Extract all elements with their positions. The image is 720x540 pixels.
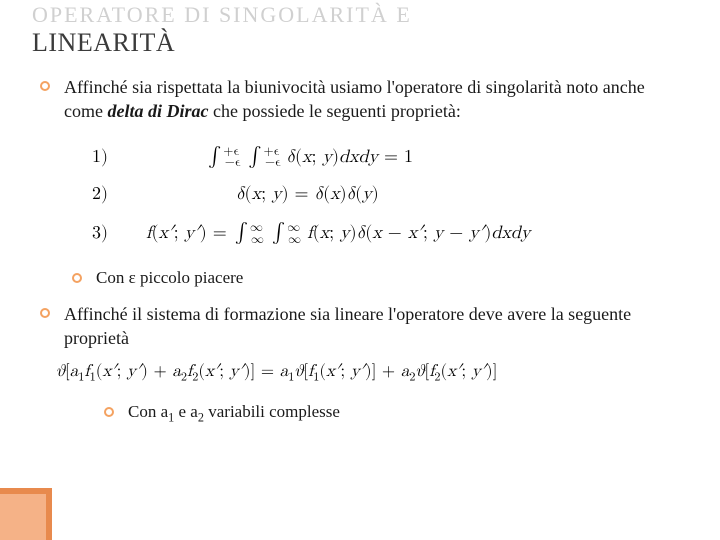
b1-c: che possiede le seguenti proprietà: (208, 101, 460, 121)
formula-3: 3) f(x′; y′) = ∫∞∞ ∫∞∞ f(x; y)δ(x − x′; … (92, 212, 688, 253)
title-line2: LINEARITÀ (32, 28, 175, 57)
ring-icon (72, 273, 82, 283)
b4-b: e a (174, 402, 198, 421)
bullet-2-text: Con ε piccolo piacere (96, 267, 243, 290)
b4-a: Con a (128, 402, 168, 421)
ring-icon (40, 308, 50, 318)
bullet-1: Affinché sia rispettata la biunivocità u… (40, 75, 688, 124)
f3-num: 3) (92, 215, 120, 251)
b4-c: variabili complesse (204, 402, 340, 421)
bullet-2: Con ε piccolo piacere (72, 267, 688, 290)
b1-bold: delta di Dirac (107, 101, 208, 121)
formula-linear: ϑ[a1f1(x′; y′) + a2f2(x′; y′)] = a1ϑ[f1(… (56, 362, 688, 384)
bullet-3: Affinché il sistema di formazione sia li… (40, 302, 688, 351)
bullet-3-text: Affinché il sistema di formazione sia li… (64, 302, 688, 351)
ring-icon (40, 81, 50, 91)
f2-body: δ(x; y) = δ(x)δ(y) (236, 185, 379, 203)
ring-icon (104, 407, 114, 417)
slide-container: OPERATORE DI SINGOLARITÀ E LINEARITÀ Aff… (0, 0, 720, 540)
formula-2: 2) δ(x; y) = δ(x)δ(y) (92, 176, 688, 212)
formula-1: 1) ∫+ϵ−ϵ ∫+ϵ−ϵ δ(x; y)dxdy = 1 (92, 136, 688, 177)
accent-corner (0, 488, 52, 540)
formula-block-1: 1) ∫+ϵ−ϵ ∫+ϵ−ϵ δ(x; y)dxdy = 1 2) δ(x; y… (92, 136, 688, 253)
f2-num: 2) (92, 176, 120, 212)
bullet-1-text: Affinché sia rispettata la biunivocità u… (64, 75, 688, 124)
slide-title: OPERATORE DI SINGOLARITÀ E LINEARITÀ (32, 0, 688, 57)
bullet-4: Con a1 e a2 variabili complesse (104, 401, 688, 426)
title-line1-ghost: OPERATORE DI SINGOLARITÀ E (32, 2, 412, 27)
bullet-4-text: Con a1 e a2 variabili complesse (128, 401, 340, 426)
f1-body: ∫+ϵ−ϵ ∫+ϵ−ϵ δ(x; y)dxdy = 1 (206, 148, 413, 166)
f1-num: 1) (92, 139, 120, 175)
f3-body: f(x′; y′) = ∫∞∞ ∫∞∞ f(x; y)δ(x − x′; y −… (146, 224, 530, 242)
